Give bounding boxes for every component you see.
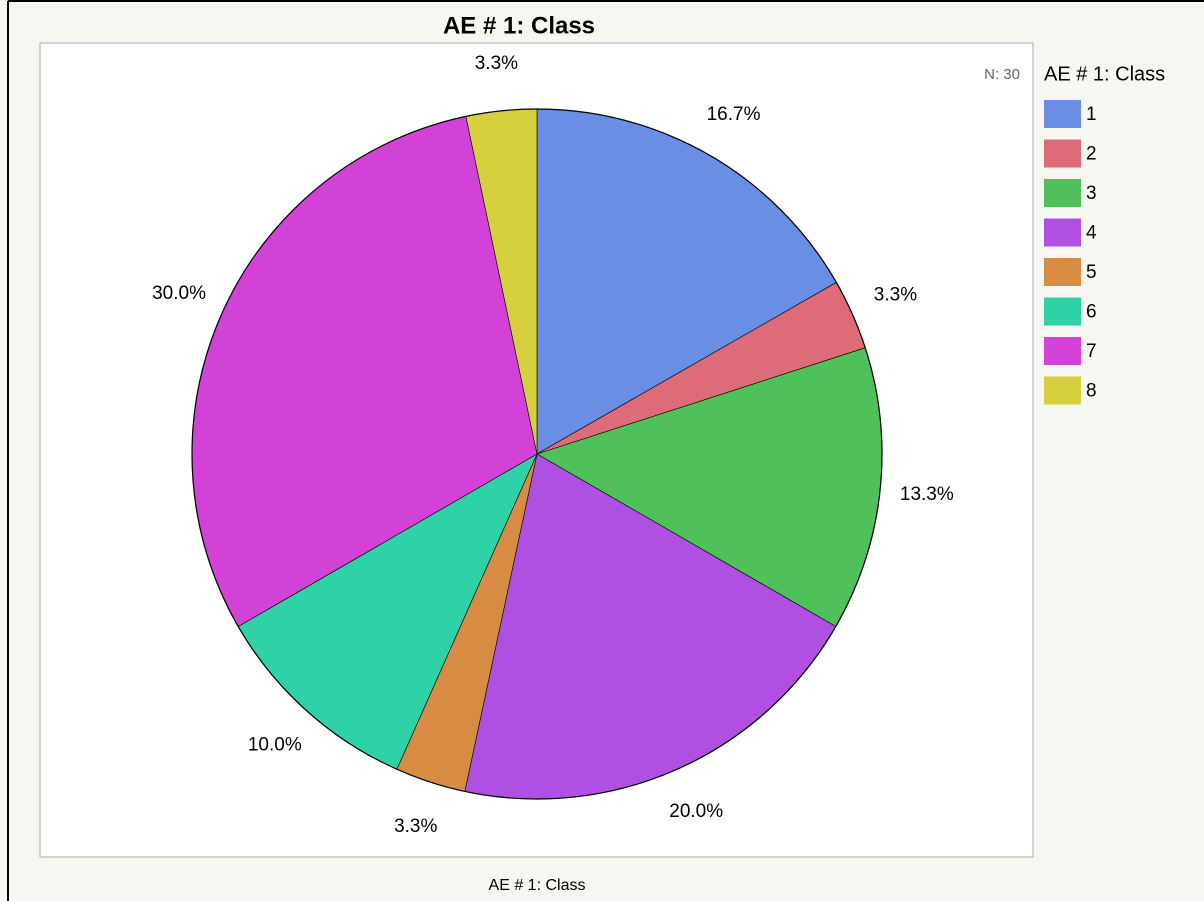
data-label: 3.3% bbox=[394, 816, 437, 837]
x-axis-label: AE # 1: Class bbox=[489, 877, 586, 894]
pie-outline bbox=[191, 108, 883, 800]
data-label: 16.7% bbox=[707, 104, 761, 125]
legend-swatch bbox=[1044, 376, 1081, 405]
data-label: 20.0% bbox=[669, 801, 723, 822]
data-label: 3.3% bbox=[874, 284, 917, 305]
legend-swatch bbox=[1044, 297, 1081, 326]
legend-title: AE # 1: Class bbox=[1044, 63, 1165, 85]
legend-swatch bbox=[1044, 179, 1081, 207]
legend-label: 4 bbox=[1086, 223, 1097, 244]
data-label: 13.3% bbox=[900, 484, 954, 505]
data-label: 10.0% bbox=[248, 734, 302, 755]
pie bbox=[191, 108, 883, 800]
legend-swatch bbox=[1044, 258, 1081, 286]
legend-label: 7 bbox=[1086, 341, 1097, 362]
legend-swatch bbox=[1044, 337, 1081, 365]
legend-label: 2 bbox=[1086, 144, 1097, 165]
legend-swatch bbox=[1044, 218, 1081, 247]
annotation: N: 30 bbox=[984, 66, 1020, 83]
legend-label: 6 bbox=[1086, 302, 1097, 323]
chart-title: AE # 1: Class bbox=[443, 12, 595, 39]
legend-label: 5 bbox=[1086, 262, 1097, 283]
legend-label: 8 bbox=[1086, 381, 1097, 402]
legend-label: 1 bbox=[1086, 104, 1097, 125]
legend-swatch bbox=[1044, 100, 1081, 128]
data-label: 30.0% bbox=[152, 283, 206, 304]
legend-label: 3 bbox=[1086, 183, 1097, 204]
legend-swatch bbox=[1044, 139, 1081, 168]
data-label: 3.3% bbox=[475, 53, 518, 74]
